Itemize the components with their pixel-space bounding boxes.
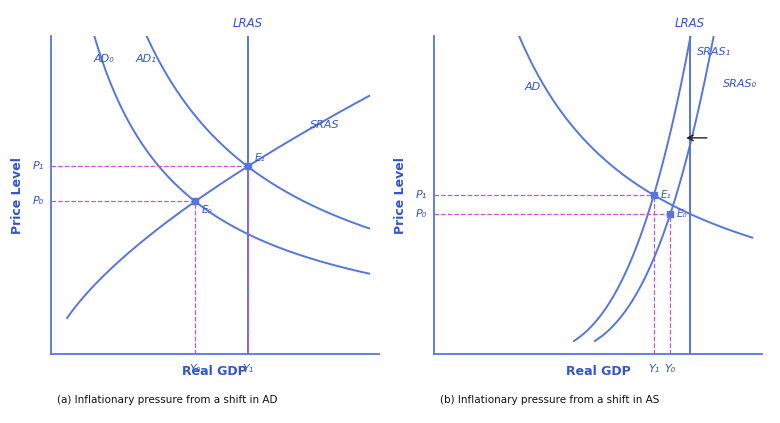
Text: Price Level: Price Level: [395, 157, 407, 233]
X-axis label: Real GDP: Real GDP: [183, 365, 247, 378]
Text: LRAS: LRAS: [675, 17, 705, 30]
X-axis label: Real GDP: Real GDP: [566, 365, 630, 378]
Text: P₀: P₀: [416, 209, 427, 219]
Text: LRAS: LRAS: [232, 17, 263, 30]
Text: SRAS: SRAS: [310, 120, 339, 129]
Text: Price Level: Price Level: [11, 157, 24, 233]
Text: SRAS₀: SRAS₀: [723, 79, 757, 89]
Text: Y₀: Y₀: [190, 363, 200, 374]
Text: P₁: P₁: [33, 162, 44, 171]
Text: Y₀: Y₀: [665, 363, 675, 374]
Text: Y₁: Y₁: [648, 363, 659, 374]
Text: E₀: E₀: [677, 209, 687, 219]
Text: AD₀: AD₀: [94, 54, 114, 63]
Text: E₁: E₁: [254, 153, 265, 163]
Text: P₀: P₀: [33, 196, 44, 206]
Text: E₀: E₀: [202, 205, 212, 214]
Text: P₁: P₁: [416, 190, 427, 200]
Text: AD: AD: [524, 82, 541, 92]
Text: SRAS₁: SRAS₁: [697, 47, 731, 57]
Text: Y₁: Y₁: [242, 363, 254, 374]
Text: (a) Inflationary pressure from a shift in AD: (a) Inflationary pressure from a shift i…: [57, 396, 278, 405]
Text: E₁: E₁: [661, 190, 671, 200]
Text: (b) Inflationary pressure from a shift in AS: (b) Inflationary pressure from a shift i…: [441, 396, 660, 405]
Text: AD₁: AD₁: [136, 54, 157, 63]
